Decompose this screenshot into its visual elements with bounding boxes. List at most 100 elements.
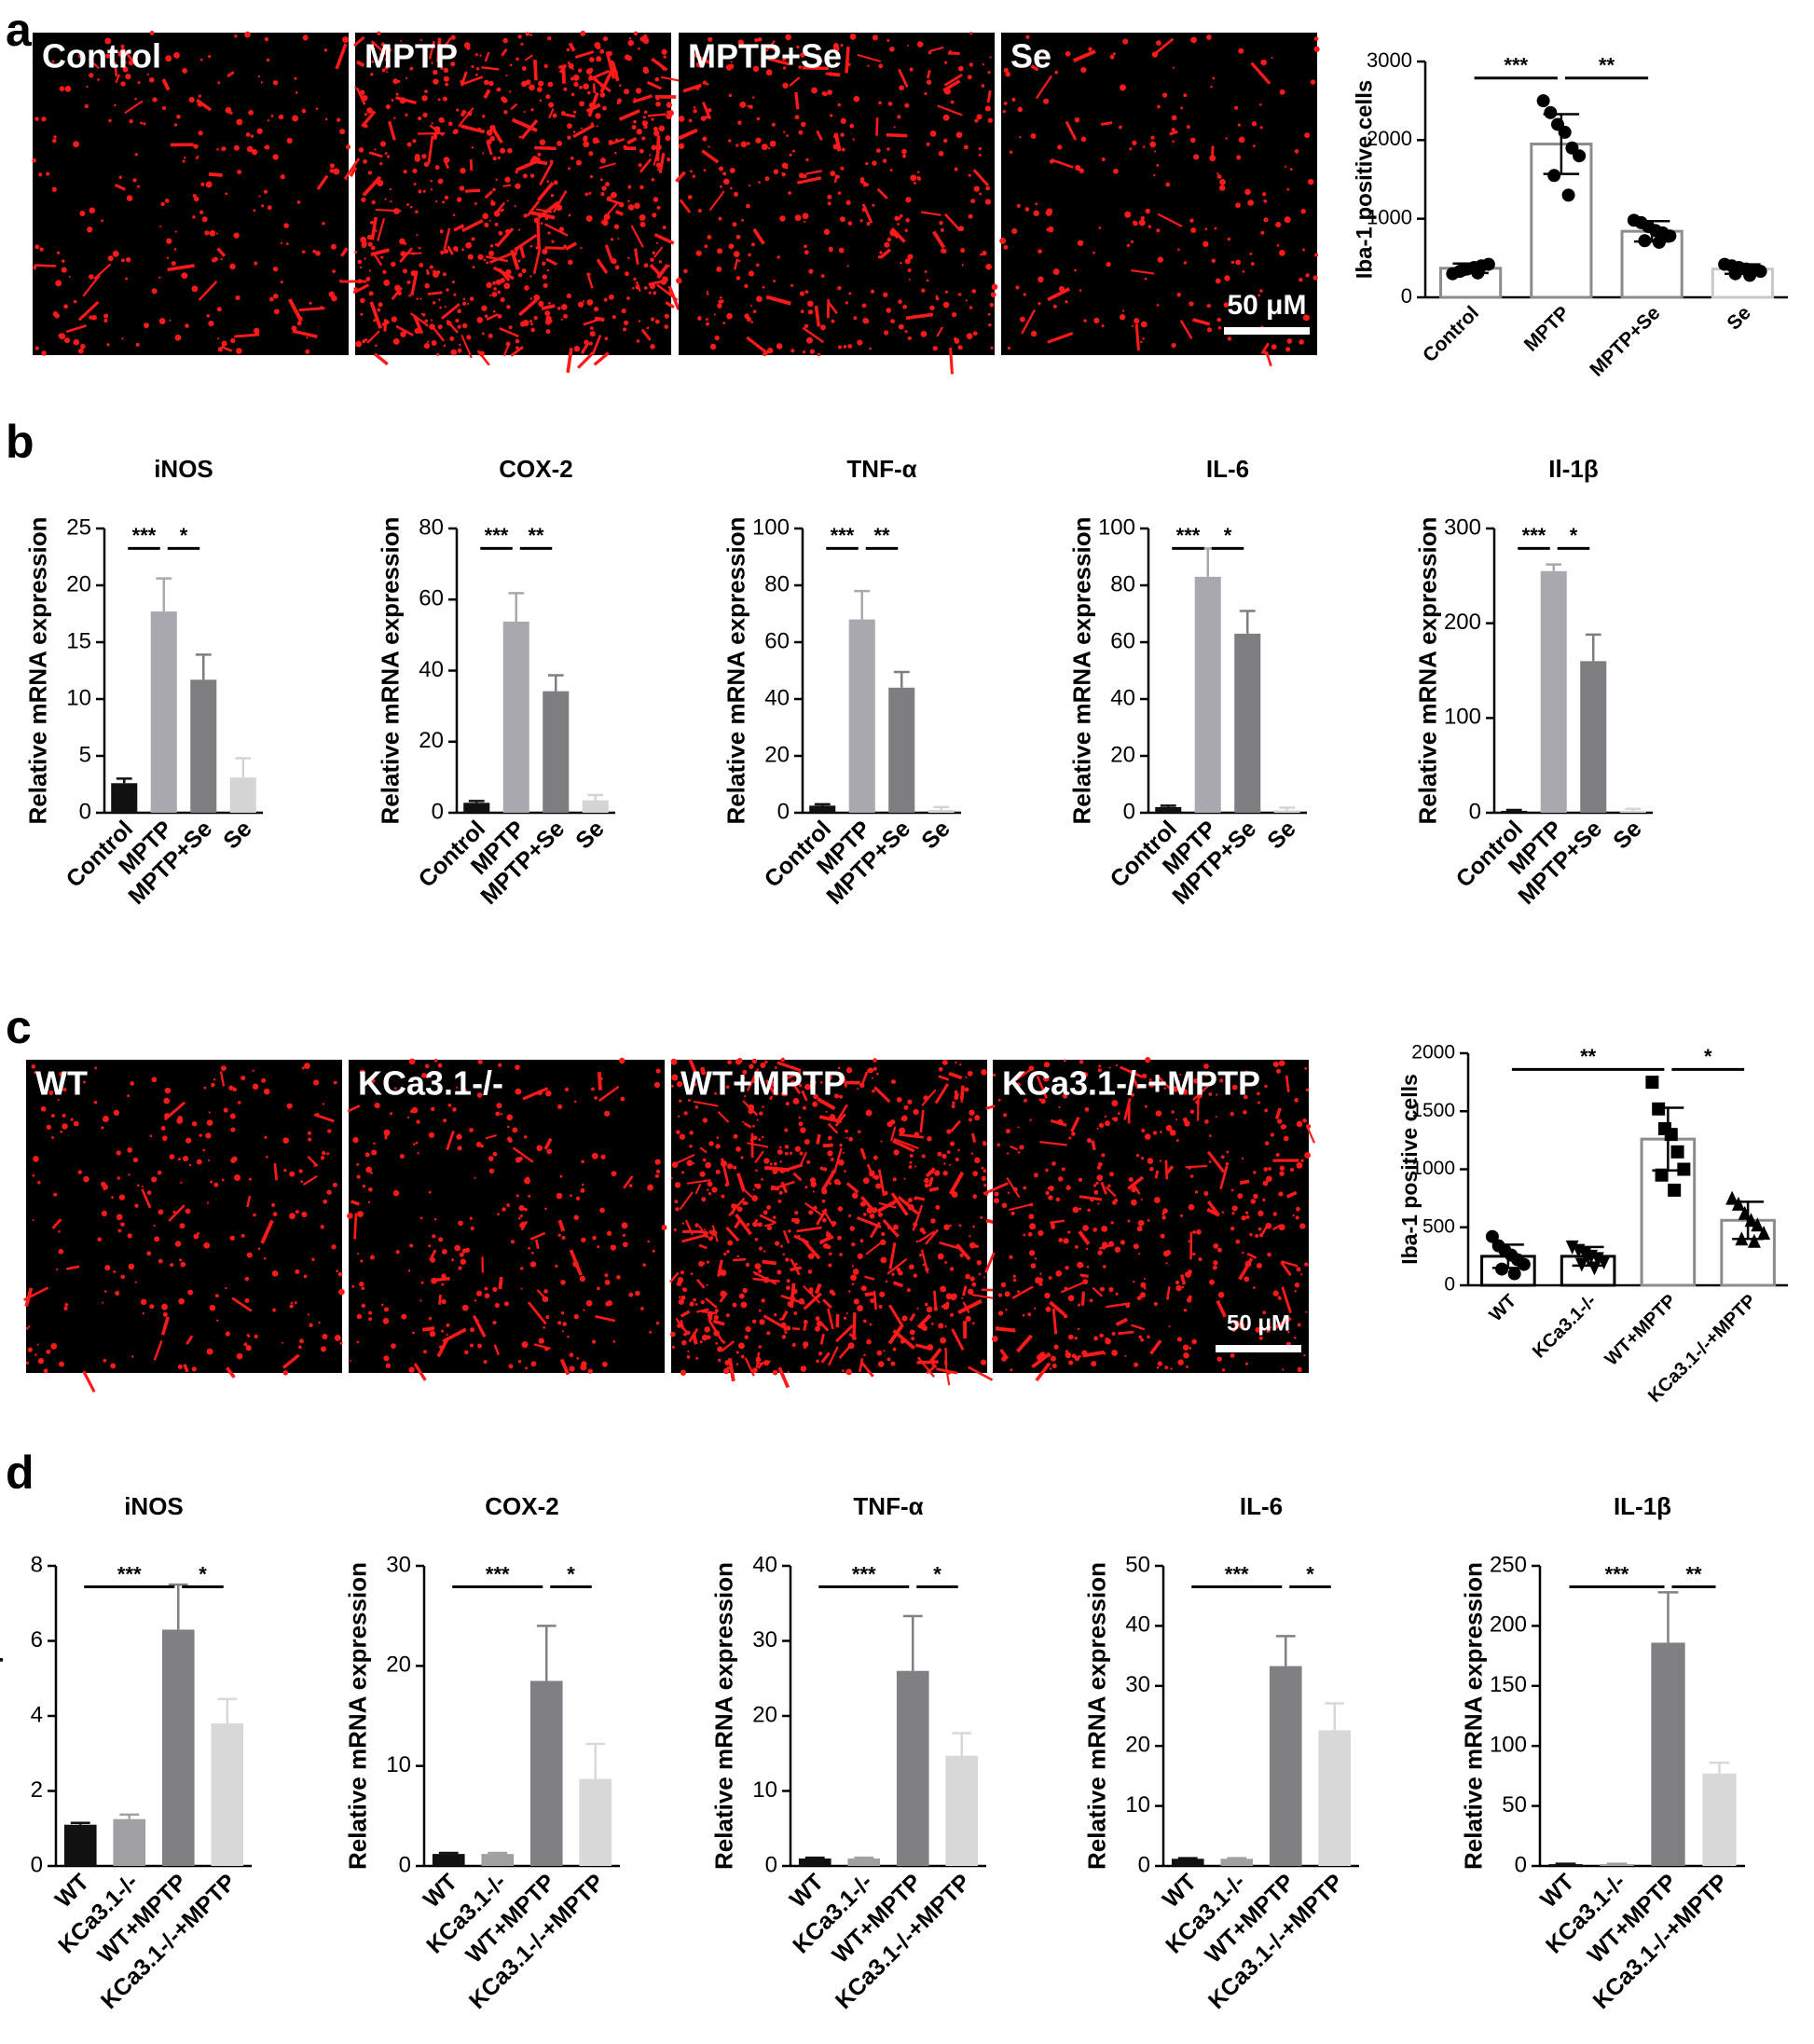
- bar: [1620, 811, 1646, 813]
- cell-speck: [426, 269, 429, 272]
- cell-speck: [777, 1200, 781, 1203]
- cell-process: [594, 83, 595, 92]
- cell-speck: [640, 222, 646, 227]
- cell-speck: [1140, 1338, 1144, 1342]
- cell-speck: [386, 104, 391, 109]
- cell-speck: [946, 1293, 953, 1299]
- cell-speck: [547, 180, 550, 183]
- bar: [162, 1629, 195, 1866]
- cell-speck: [357, 1253, 359, 1255]
- cell-speck: [205, 1132, 211, 1138]
- cell-speck: [224, 1108, 228, 1113]
- cell-speck: [1175, 1285, 1182, 1292]
- cell-speck: [97, 1237, 102, 1241]
- cell-speck: [1108, 1241, 1114, 1247]
- cell-speck: [121, 258, 125, 262]
- cell-speck: [357, 1174, 361, 1178]
- y-tick-label: 20: [752, 1702, 777, 1727]
- cell-speck: [103, 319, 107, 322]
- cell-speck: [921, 331, 928, 337]
- cell-speck: [681, 1171, 684, 1173]
- y-tick-label: 40: [1125, 1612, 1150, 1638]
- cell-speck: [1038, 1278, 1043, 1283]
- y-tick-label: 2: [31, 1777, 43, 1803]
- cell-speck: [258, 195, 260, 197]
- cell-speck: [520, 1267, 523, 1269]
- cell-speck: [996, 1326, 999, 1330]
- cell-speck: [230, 1236, 235, 1241]
- cell-speck: [557, 307, 561, 310]
- cell-speck: [863, 185, 866, 187]
- cell-speck: [664, 227, 666, 229]
- cell-speck: [933, 346, 938, 350]
- y-axis-label: Relative mRNA expression: [343, 1562, 371, 1870]
- cell-speck: [244, 1298, 249, 1303]
- chart: IL-1βRelative mRNA expression05010015020…: [1459, 1492, 1745, 2014]
- chart: Iba-1 positive cells0500100015002000WTKC…: [1397, 1042, 1788, 1407]
- cell-speck: [1078, 1304, 1080, 1307]
- cell-speck: [299, 1338, 304, 1343]
- cell-speck: [881, 1140, 883, 1142]
- cell-speck: [749, 1108, 753, 1112]
- cell-speck: [599, 1208, 605, 1214]
- cell-speck: [360, 89, 365, 95]
- cell-speck: [1298, 1367, 1302, 1372]
- cell-speck: [759, 1310, 762, 1312]
- cell-speck: [457, 309, 461, 314]
- y-tick-label: 0: [399, 1852, 411, 1877]
- cell-speck: [1245, 1212, 1248, 1214]
- cell-speck: [707, 291, 708, 293]
- cell-speck: [573, 111, 576, 114]
- cell-speck: [515, 57, 519, 61]
- cell-speck: [780, 1245, 783, 1248]
- cell-speck: [1239, 136, 1245, 143]
- cell-speck: [969, 62, 973, 66]
- cell-speck: [391, 1343, 396, 1349]
- y-axis-label: Relative mRNA expression: [1413, 517, 1441, 825]
- cell-speck: [1018, 107, 1024, 113]
- cell-speck: [471, 65, 474, 68]
- cell-speck: [63, 304, 68, 309]
- cell-speck: [863, 1354, 866, 1357]
- cell-speck: [247, 1252, 253, 1257]
- cell-speck: [979, 147, 982, 150]
- cell-speck: [33, 266, 36, 269]
- cell-speck: [529, 34, 532, 36]
- cell-speck: [599, 49, 604, 54]
- cell-speck: [636, 88, 641, 93]
- cell-speck: [589, 342, 593, 346]
- cell-speck: [786, 134, 789, 137]
- cell-speck: [460, 1259, 466, 1265]
- y-tick-label: 20: [419, 728, 444, 753]
- cell-speck: [281, 174, 285, 179]
- cell-speck: [444, 249, 448, 254]
- cell-speck: [1260, 231, 1264, 235]
- cell-speck: [1147, 1158, 1154, 1164]
- cell-speck: [452, 1107, 457, 1112]
- error-bar: [217, 1699, 237, 1723]
- cell-process: [538, 223, 539, 250]
- cell-speck: [567, 135, 570, 139]
- cell-speck: [480, 1145, 484, 1148]
- cell-speck: [439, 307, 442, 309]
- cell-speck: [560, 1280, 565, 1284]
- cell-speck: [459, 344, 460, 346]
- cell-speck: [1285, 216, 1291, 223]
- cell-speck: [1156, 40, 1161, 46]
- cell-speck: [1133, 221, 1135, 224]
- cell-speck: [517, 34, 521, 38]
- cell-speck: [208, 1159, 210, 1161]
- error-bar: [1658, 1592, 1679, 1642]
- cell-speck: [1182, 1286, 1184, 1288]
- cell-speck: [790, 349, 794, 352]
- cell-speck: [860, 177, 865, 182]
- cell-speck: [838, 1159, 845, 1166]
- cell-speck: [681, 1340, 687, 1346]
- cell-speck: [905, 330, 908, 333]
- cell-speck: [679, 1299, 684, 1305]
- cell-speck: [578, 68, 582, 72]
- cell-speck: [178, 1158, 181, 1160]
- cell-speck: [1098, 1162, 1103, 1167]
- cell-speck: [248, 1335, 251, 1338]
- cell-speck: [236, 348, 242, 354]
